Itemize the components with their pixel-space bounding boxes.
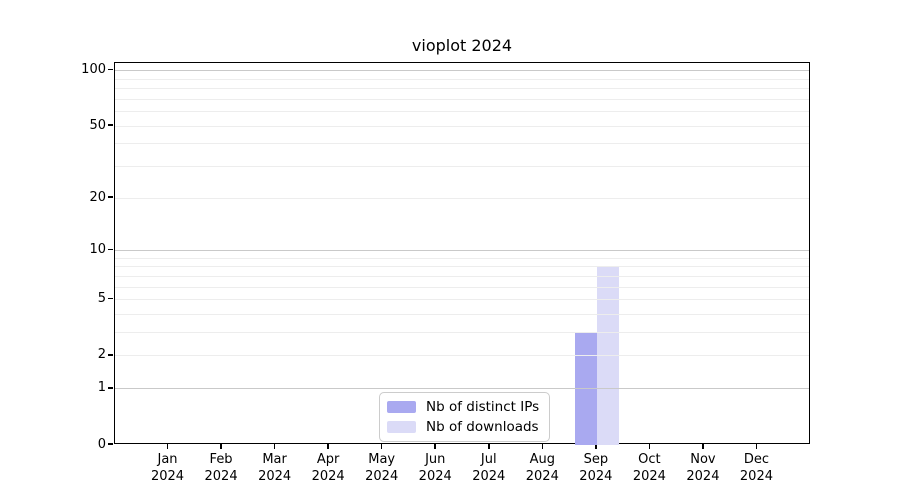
- gridline: [115, 250, 809, 251]
- y-tick-mark: [108, 248, 113, 251]
- y-tick-label: 10: [89, 242, 106, 257]
- gridline: [115, 88, 809, 90]
- y-tick-mark: [108, 68, 113, 71]
- y-tick-label: 2: [97, 347, 106, 363]
- gridline: [115, 286, 809, 288]
- gridline: [115, 165, 809, 167]
- gridline: [115, 257, 809, 259]
- gridline: [115, 299, 809, 301]
- x-tick-mark: [595, 444, 597, 449]
- gridline: [115, 313, 809, 315]
- x-tick-mark: [755, 444, 758, 449]
- x-tick-label: Feb 2024: [204, 452, 238, 484]
- x-tick-mark: [327, 444, 329, 449]
- gridline: [115, 70, 809, 72]
- gridline: [115, 275, 809, 277]
- x-tick-label: Jul 2024: [472, 452, 506, 484]
- legend-label: Nb of distinct IPs: [426, 399, 540, 415]
- legend-swatch: [387, 401, 416, 413]
- plot-area: [114, 62, 810, 445]
- chart-title: vioplot 2024: [411, 36, 513, 55]
- x-tick-mark: [273, 444, 276, 449]
- y-tick-mark: [108, 354, 113, 356]
- gridline: [115, 78, 809, 80]
- gridline: [115, 98, 809, 100]
- x-tick-label: Apr 2024: [311, 452, 345, 484]
- y-tick-label: 50: [89, 117, 106, 133]
- x-tick-mark: [380, 444, 383, 449]
- legend-swatch: [387, 421, 416, 433]
- y-tick-mark: [108, 387, 113, 389]
- x-tick-label: Jun 2024: [418, 452, 452, 484]
- y-tick-label: 0: [97, 436, 106, 452]
- gridline: [115, 332, 809, 334]
- x-tick-label: Aug 2024: [525, 452, 559, 484]
- legend: Nb of distinct IPs Nb of downloads: [379, 392, 551, 442]
- y-tick-label: 100: [81, 62, 106, 78]
- x-tick-mark: [541, 444, 544, 449]
- gridline: [115, 266, 809, 268]
- y-tick-label: 20: [89, 189, 106, 205]
- legend-item: Nb of distinct IPs: [387, 399, 539, 415]
- x-tick-mark: [220, 444, 222, 449]
- x-tick-mark: [434, 444, 436, 449]
- x-tick-label: Dec 2024: [739, 452, 773, 484]
- gridline: [115, 388, 809, 390]
- legend-label: Nb of downloads: [426, 419, 539, 435]
- gridline: [115, 111, 809, 113]
- grid-layer: [115, 63, 809, 443]
- gridline: [115, 125, 809, 127]
- x-tick-label: Nov 2024: [686, 452, 720, 484]
- y-tick-mark: [108, 124, 113, 126]
- y-tick-mark: [108, 443, 113, 445]
- y-tick-label: 5: [97, 291, 106, 307]
- x-tick-mark: [702, 444, 704, 449]
- x-tick-label: Sep 2024: [579, 452, 613, 484]
- gridline: [115, 197, 809, 199]
- legend-item: Nb of downloads: [387, 419, 539, 435]
- x-tick-label: May 2024: [365, 452, 399, 484]
- y-tick-label: 1: [97, 380, 106, 396]
- x-tick-label: Oct 2024: [632, 452, 666, 484]
- y-tick-mark: [108, 297, 113, 300]
- x-tick-label: Jan 2024: [150, 452, 185, 484]
- gridline: [115, 143, 809, 145]
- y-tick-mark: [108, 196, 113, 198]
- x-tick-mark: [166, 444, 169, 449]
- gridline: [115, 355, 809, 357]
- x-tick-mark: [488, 444, 490, 449]
- x-tick-mark: [648, 444, 651, 449]
- x-tick-label: Mar 2024: [258, 452, 292, 484]
